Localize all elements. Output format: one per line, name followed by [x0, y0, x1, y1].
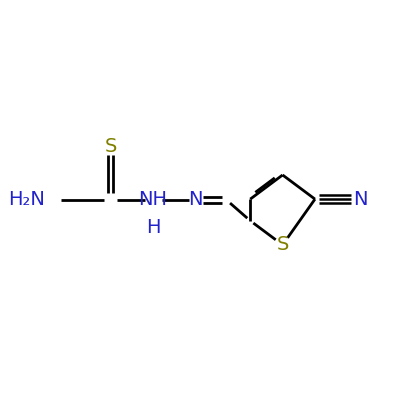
Text: H₂N: H₂N	[8, 190, 45, 210]
Text: N: N	[353, 190, 368, 209]
Text: NH: NH	[138, 190, 168, 210]
Text: S: S	[104, 137, 117, 156]
Text: H: H	[146, 218, 160, 236]
Text: N: N	[188, 190, 203, 210]
Text: S: S	[276, 235, 289, 254]
